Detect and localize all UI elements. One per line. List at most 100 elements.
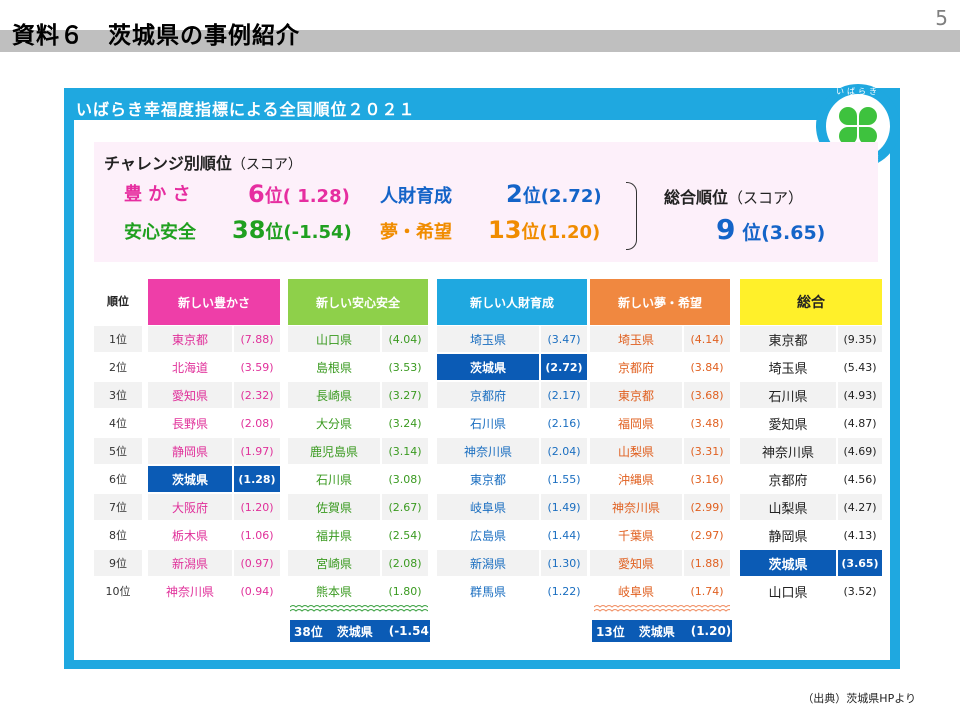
table-cell-score: (4.14) [684,326,730,352]
table-cell-score: (1.06) [234,522,280,548]
table-cell-score: (1.28) [234,466,280,492]
table-cell-score: (2.67) [382,494,428,520]
table-cell-score: (5.43) [838,354,882,380]
table-cell-score: (2.99) [684,494,730,520]
challenge-value-yutakasa: 6位( 1.28) [248,180,350,208]
challenge-rank-number: 38 [232,216,266,244]
ibaraki-rank: 13位 [596,624,625,639]
total-rank-score: 位(3.65) [742,222,826,244]
source-note: （出典）茨城県HPより [802,692,916,705]
challenge-value-jinzai: 2位(2.72) [506,180,602,208]
table-cell-prefecture: 東京都 [590,382,682,408]
table-cell-prefecture: 愛知県 [148,382,232,408]
table-cell-prefecture: 石川県 [437,410,539,436]
table-cell-score: (9.35) [838,326,882,352]
table-cell-prefecture: 神奈川県 [437,438,539,464]
table-cell-prefecture: 鹿児島県 [288,438,380,464]
table-cell-prefecture: 埼玉県 [590,326,682,352]
challenge-rank-number: 13 [488,216,522,244]
table-cell-score: (1.97) [234,438,280,464]
rank-cell: 8位 [94,522,142,548]
table-cell-score: (3.48) [684,410,730,436]
table-cell-prefecture: 岐阜県 [590,578,682,604]
table-cell-prefecture: 島根県 [288,354,380,380]
clover-leaf-icon [859,107,877,125]
table-cell-prefecture: 新潟県 [437,550,539,576]
table-cell-score: (2.04) [541,438,587,464]
table-cell-prefecture: 福井県 [288,522,380,548]
table-cell-prefecture: 熊本県 [288,578,380,604]
table-cell-score: (1.88) [684,550,730,576]
table-cell-prefecture: 京都府 [437,382,539,408]
table-cell-score: (4.04) [382,326,428,352]
table-cell-prefecture: 京都府 [740,466,836,492]
table-cell-score: (1.22) [541,578,587,604]
ibaraki-pref: 茨城県 [638,624,675,639]
table-cell-prefecture: 茨城県 [437,354,539,380]
table-cell-score: (3.52) [838,578,882,604]
table-cell-prefecture: 埼玉県 [740,354,836,380]
table-cell-prefecture: 静岡県 [740,522,836,548]
table-cell-score: (4.69) [838,438,882,464]
challenge-rank-score: 位(1.20) [521,222,601,243]
table-cell-score: (1.55) [541,466,587,492]
table-cell-score: (3.59) [234,354,280,380]
challenge-rank-number: 2 [506,180,523,208]
rank-cell: 1位 [94,326,142,352]
category-header: 新しい人財育成 [437,279,587,325]
table-cell-prefecture: 山口県 [740,578,836,604]
challenge-value-yume: 13位(1.20) [488,216,600,244]
table-cell-prefecture: 山梨県 [590,438,682,464]
table-cell-score: (1.44) [541,522,587,548]
table-cell-score: (2.97) [684,522,730,548]
challenge-value-anshin: 38位(-1.54) [232,216,352,244]
table-cell-score: (3.08) [382,466,428,492]
table-cell-score: (4.56) [838,466,882,492]
challenge-label-jinzai: 人財育成 [380,186,452,207]
ibaraki-rank-box: 13位 茨城県 (1.20) [592,620,732,642]
table-cell-prefecture: 石川県 [740,382,836,408]
challenge-rank-score: 位(2.72) [522,186,602,207]
ibaraki-score: (1.20) [690,624,732,638]
table-cell-score: (2.08) [234,410,280,436]
table-cell-prefecture: 山口県 [288,326,380,352]
table-cell-score: (3.14) [382,438,428,464]
table-cell-score: (4.13) [838,522,882,548]
challenge-title-main: チャレンジ別順位 [104,154,232,173]
wave-line [594,609,730,612]
table-cell-prefecture: 茨城県 [740,550,836,576]
challenge-title: チャレンジ別順位（スコア） [104,150,302,174]
table-cell-score: (0.97) [234,550,280,576]
table-cell-prefecture: 東京都 [740,326,836,352]
ibaraki-rank-box: 38位 茨城県 (-1.54) [290,620,434,642]
table-cell-score: (2.08) [382,550,428,576]
table-cell-score: (4.87) [838,410,882,436]
wave-divider-green [290,605,428,612]
table-cell-score: (3.65) [838,550,882,576]
table-cell-prefecture: 静岡県 [148,438,232,464]
table-cell-prefecture: 大分県 [288,410,380,436]
logo-top-text: いばらき [836,87,880,96]
rank-cell: 10位 [94,578,142,604]
table-cell-prefecture: 宮崎県 [288,550,380,576]
table-cell-prefecture: 長崎県 [288,382,380,408]
table-cell-prefecture: 長野県 [148,410,232,436]
wave-line [290,609,428,612]
table-cell-prefecture: 沖縄県 [590,466,682,492]
table-cell-score: (4.93) [838,382,882,408]
challenge-rank-number: 6 [248,180,265,208]
rank-cell: 5位 [94,438,142,464]
table-cell-score: (1.80) [382,578,428,604]
table-cell-prefecture: 北海道 [148,354,232,380]
table-cell-score: (2.72) [541,354,587,380]
frame-title: いばらき幸福度指標による全国順位２０２１ [76,100,416,119]
table-cell-score: (2.32) [234,382,280,408]
challenge-label-anshin: 安心安全 [124,222,196,243]
table-cell-prefecture: 京都府 [590,354,682,380]
table-cell-score: (2.16) [541,410,587,436]
total-rank-label: 総合順位 [664,188,729,207]
category-header: 新しい夢・希望 [590,279,730,325]
challenge-rank-score: 位( 1.28) [264,186,350,207]
category-header: 新しい安心安全 [288,279,428,325]
table-cell-score: (3.68) [684,382,730,408]
